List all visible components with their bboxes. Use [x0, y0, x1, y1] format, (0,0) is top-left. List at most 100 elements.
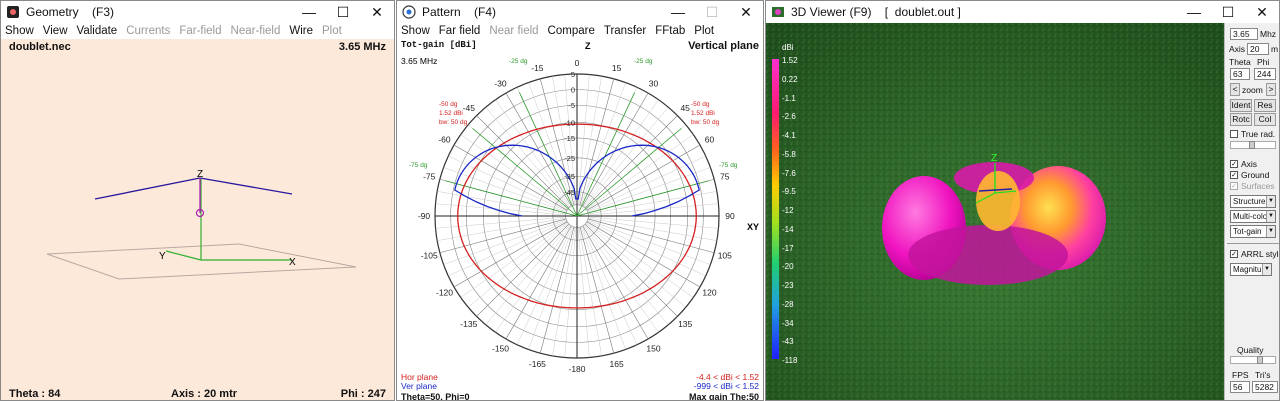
geometry-menu-plot[interactable]: Plot: [322, 25, 342, 37]
angle-label: 60: [705, 135, 715, 145]
close-button[interactable]: ✕: [371, 4, 383, 20]
theta-readout: Theta : 84: [9, 388, 61, 400]
viewer-titlebar[interactable]: 3D Viewer (F9) [ doublet.out ] — ☐ ✕: [766, 1, 1279, 23]
angle-label: -105: [421, 251, 438, 261]
maximize-button[interactable]: ☐: [705, 4, 719, 20]
plane-label: Vertical plane: [688, 40, 759, 52]
quality-slider[interactable]: [1230, 356, 1276, 364]
maximize-button[interactable]: ☐: [1221, 4, 1235, 20]
angle-label: 120: [702, 288, 716, 298]
pattern-titlebar[interactable]: Pattern (F4) — ☐ ✕: [397, 1, 763, 23]
close-button[interactable]: ✕: [740, 4, 752, 20]
structure-select[interactable]: Structure ▼: [1230, 195, 1276, 208]
polar-spoke: [587, 155, 706, 212]
magnitude-select[interactable]: Magnitu ▼: [1230, 263, 1272, 276]
polar-spoke: [528, 226, 574, 350]
color-scale-label: -17: [782, 243, 794, 253]
true-rad-slider[interactable]: [1230, 141, 1276, 149]
geometry-menu-validate[interactable]: Validate: [76, 25, 118, 37]
axis-checkbox[interactable]: ✓: [1230, 160, 1238, 168]
pattern-menu-fftab[interactable]: FFtab: [655, 25, 686, 37]
true-rad-checkbox[interactable]: [1230, 130, 1238, 138]
surfaces-checkbox[interactable]: ✓: [1230, 182, 1238, 190]
polar-spoke: [476, 115, 570, 209]
fps-label: FPS: [1232, 370, 1249, 380]
polar-spoke: [584, 224, 669, 325]
ver-plane-trace: [454, 144, 700, 217]
geometry-menu-currents[interactable]: Currents: [126, 25, 171, 37]
polar-spoke: [588, 203, 719, 216]
angle-label: 135: [678, 319, 692, 329]
polar-spoke: [453, 221, 568, 288]
fps-value: 56: [1230, 381, 1250, 393]
geometry-canvas[interactable]: doublet.nec 3.65 MHz Z Y X Theta : 84 Ax…: [1, 39, 394, 400]
phi-field[interactable]: 244: [1254, 68, 1276, 80]
pattern-menu-near-field[interactable]: Near field: [489, 25, 539, 37]
polar-spoke: [582, 92, 649, 207]
geometry-titlebar[interactable]: Geometry (F3) — ☐ ✕: [1, 1, 394, 23]
polar-spoke: [552, 227, 576, 356]
geometry-drawing: Z Y X: [46, 169, 357, 280]
theta-field[interactable]: 63: [1230, 68, 1250, 80]
axis-field[interactable]: 20: [1247, 43, 1269, 55]
polar-spoke: [495, 225, 571, 333]
ring-label: -10: [564, 118, 575, 127]
res-button[interactable]: Res: [1254, 99, 1276, 112]
angle-label: -135: [460, 319, 477, 329]
polar-spoke: [580, 82, 626, 206]
arrl-style-checkbox[interactable]: ✓: [1230, 250, 1238, 258]
polar-spoke: [583, 225, 659, 333]
maximize-button[interactable]: ☐: [336, 4, 350, 20]
color-mode-select[interactable]: Multi-colo ▼: [1230, 210, 1276, 223]
pattern-menu-show[interactable]: Show: [401, 25, 430, 37]
polar-spoke: [579, 226, 615, 354]
pattern-menu-far-field[interactable]: Far field: [438, 25, 481, 37]
rotc-button[interactable]: Rotc: [1230, 113, 1252, 126]
app-icon: [6, 5, 20, 19]
ident-button[interactable]: Ident: [1230, 99, 1252, 112]
ground-checkbox[interactable]: ✓: [1230, 171, 1238, 179]
color-scale-label: -1.1: [782, 93, 796, 103]
x-axis-label: X: [289, 257, 296, 268]
pattern-window: Pattern (F4) — ☐ ✕ Show Far field Near fie…: [396, 0, 764, 401]
pattern-menu-bar: Show Far field Near field Compare Transfer FF…: [397, 23, 763, 39]
color-scale-label: -20: [782, 262, 794, 272]
pattern-menu-transfer[interactable]: Transfer: [603, 25, 647, 37]
color-scale-label: -5.8: [782, 149, 796, 159]
polar-spoke: [448, 220, 567, 277]
angle-label: 150: [646, 344, 660, 354]
geometry-menu-near-field[interactable]: Near-field: [230, 25, 281, 37]
col-button[interactable]: Col: [1254, 113, 1276, 126]
polar-plot: 0153045607590105120135150165-180-165-150…: [409, 41, 759, 374]
polar-spoke: [587, 167, 711, 213]
minimize-button[interactable]: —: [671, 4, 685, 20]
ver-range: -999 < dBi < 1.52: [693, 381, 759, 391]
geometry-menu-view[interactable]: View: [42, 25, 68, 37]
minimize-button[interactable]: —: [302, 4, 316, 20]
angle-label: 45: [680, 103, 690, 113]
gain-type-select[interactable]: Tot-gain ▼: [1230, 225, 1276, 238]
pattern-menu-plot[interactable]: Plot: [694, 25, 715, 37]
polar-spoke: [564, 227, 577, 358]
polar-spoke: [587, 218, 715, 254]
dbi-label: dBi: [782, 43, 794, 52]
ring-label: -15: [564, 134, 575, 143]
polar-spoke: [587, 220, 706, 277]
geometry-menu-far-field[interactable]: Far-field: [179, 25, 222, 37]
magnitude-value: Magnitu: [1233, 265, 1262, 274]
minimize-button[interactable]: —: [1187, 4, 1201, 20]
hor-range: -4.4 < dBi < 1.52: [696, 372, 759, 382]
3d-view[interactable]: Z dBi 1.52 0.22 -1.1 -2.6 -4.1 -5.8 -7.6 -9.5 -1…: [766, 23, 1224, 400]
polar-spoke: [443, 167, 567, 213]
angle-label: -75: [423, 171, 436, 181]
beam-line: [472, 128, 578, 217]
zoom-in-button[interactable]: >: [1266, 83, 1276, 96]
beam-angle-label: -75 dg: [719, 162, 738, 169]
pattern-menu-compare[interactable]: Compare: [547, 25, 595, 37]
zoom-out-button[interactable]: <: [1230, 83, 1240, 96]
frequency-field[interactable]: 3.65: [1230, 28, 1258, 40]
close-button[interactable]: ✕: [1256, 4, 1268, 20]
geometry-menu-wire[interactable]: Wire: [289, 25, 314, 37]
pattern-canvas[interactable]: Tot-gain [dBi] Vertical plane 3.65 MHz 0…: [397, 39, 763, 400]
geometry-menu-show[interactable]: Show: [5, 25, 34, 37]
